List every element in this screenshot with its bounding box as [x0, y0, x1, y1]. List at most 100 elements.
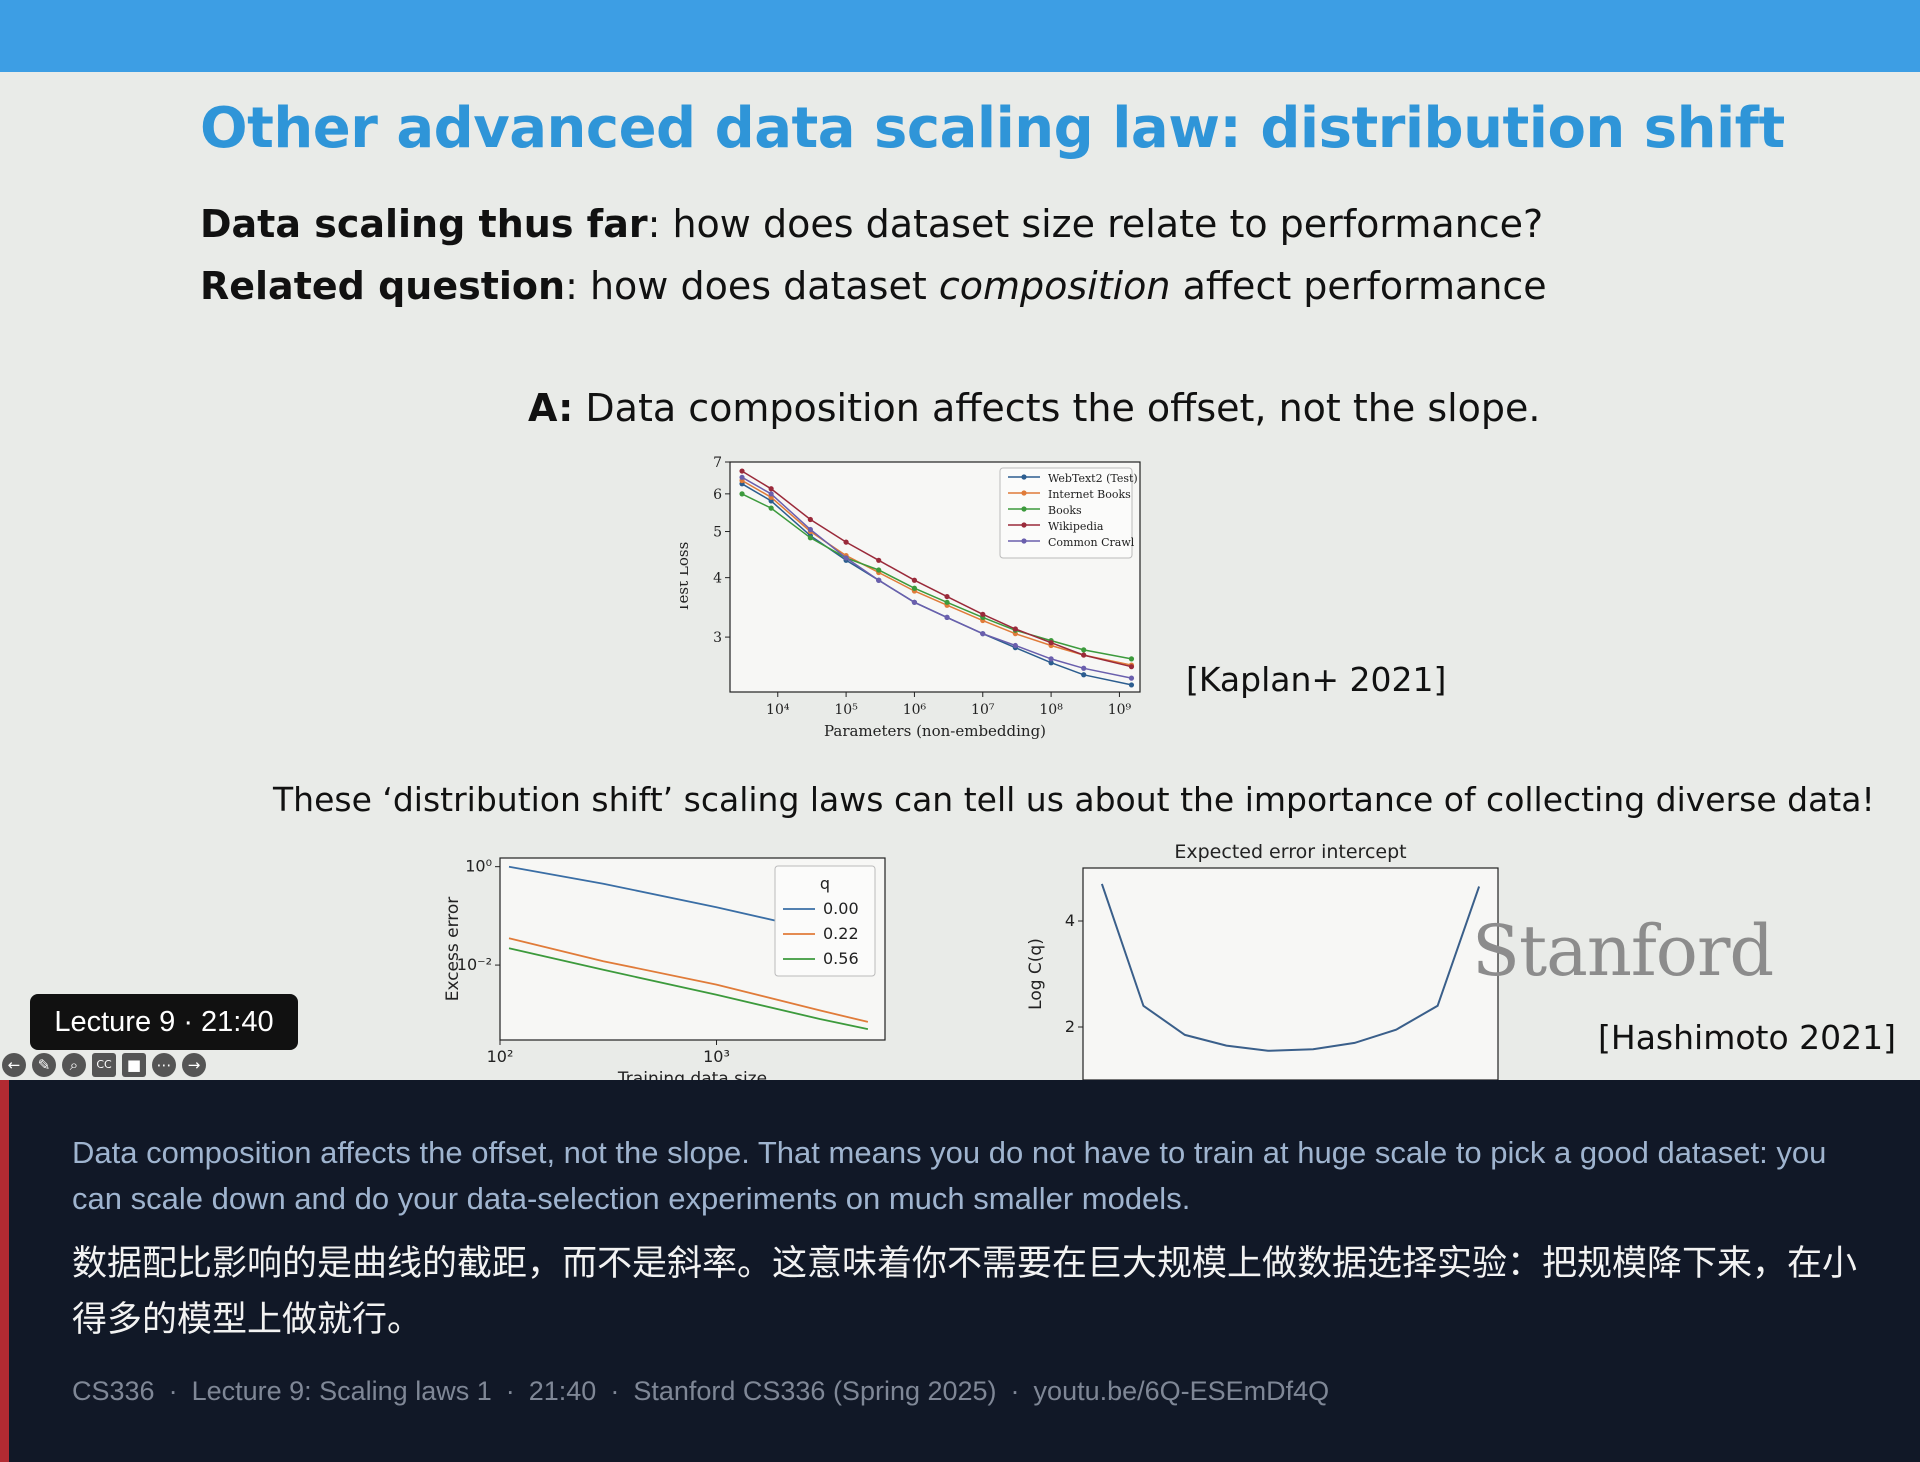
- data-point: [944, 614, 950, 620]
- data-point: [1128, 682, 1135, 688]
- back-icon[interactable]: ←: [2, 1053, 26, 1077]
- data-point: [1048, 660, 1054, 666]
- data-point: [1048, 656, 1054, 662]
- legend-marker: [1021, 490, 1027, 496]
- data-point: [807, 535, 813, 541]
- y-tick-label: 6: [713, 487, 722, 503]
- meta-course: CS336: [72, 1376, 155, 1406]
- slide: Other advanced data scaling law: distrib…: [0, 72, 1920, 1082]
- meta-link[interactable]: youtu.be/6Q-ESEmDf4Q: [1033, 1376, 1330, 1406]
- y-tick-label: 7: [713, 455, 722, 471]
- related-question-text: : how does dataset: [565, 264, 939, 308]
- kaplan-chart-svg: 10⁴ 10⁵ 10⁶ 10⁷ 10⁸ 10⁹ 3 4 5 6 7 Parameters (non-e…: [680, 455, 1141, 740]
- data-point: [768, 491, 774, 497]
- data-point: [1081, 672, 1087, 678]
- answer-line: A: Data composition affects the offset, …: [528, 386, 1541, 430]
- legend-entry: Wikipedia: [1048, 520, 1104, 533]
- hashimoto-citation: [Hashimoto 2021]: [1598, 1018, 1896, 1057]
- x-tick-label: 10⁸: [1039, 702, 1063, 718]
- meta-source: Stanford CS336 (Spring 2025): [633, 1376, 997, 1406]
- cc-icon[interactable]: CC: [92, 1053, 116, 1077]
- data-point: [739, 468, 745, 474]
- diverse-data-text: These ‘distribution shift’ scaling laws …: [273, 780, 1875, 819]
- legend-entry: 0.56: [823, 949, 859, 968]
- pen-icon[interactable]: ✎: [32, 1053, 56, 1077]
- x-tick-label: 10⁹: [1108, 702, 1132, 718]
- data-point: [739, 491, 745, 497]
- related-question-label: Related question: [200, 264, 566, 308]
- legend-marker: [1021, 506, 1027, 512]
- data-point: [1081, 652, 1087, 658]
- data-point: [768, 486, 774, 492]
- series-line: [741, 479, 1132, 666]
- caption-panel: Data composition affects the offset, not…: [0, 1080, 1920, 1462]
- data-point: [980, 631, 986, 637]
- x-tick-label: 10⁴: [766, 702, 790, 718]
- camera-icon[interactable]: ■: [122, 1053, 146, 1077]
- series-line: [741, 470, 1132, 668]
- related-question-italic: composition: [938, 264, 1171, 308]
- caption-accent-bar: [0, 1080, 9, 1462]
- chart-title: Expected error intercept: [1174, 841, 1406, 863]
- data-point: [944, 599, 950, 605]
- y-tick-label: 5: [713, 525, 722, 541]
- data-point: [1081, 647, 1087, 653]
- x-tick-label: 10⁶: [903, 702, 927, 718]
- forward-icon[interactable]: →: [182, 1053, 206, 1077]
- legend-entry: 0.00: [823, 899, 859, 918]
- legend-marker: [1021, 522, 1027, 528]
- data-point: [1012, 642, 1018, 649]
- data-point: [768, 505, 774, 511]
- data-point: [739, 474, 745, 480]
- data-point: [911, 599, 918, 605]
- meta-time: 21:40: [528, 1376, 597, 1406]
- data-point: [911, 577, 918, 583]
- data-point: [843, 555, 849, 561]
- data-point: [1128, 664, 1135, 670]
- data-point: [876, 567, 882, 573]
- data-point: [1048, 640, 1054, 646]
- legend-box: [774, 865, 876, 977]
- y-tick-label: 4: [1065, 911, 1075, 930]
- stanford-watermark: Stanford: [1472, 910, 1774, 992]
- series-line: [508, 937, 869, 1023]
- legend-entry: 0.22: [823, 924, 859, 943]
- scaling-so-far-text: : how does dataset size relate to perfor…: [647, 202, 1544, 246]
- legend-entry: Books: [1048, 504, 1082, 517]
- meta-lecture: Lecture 9: Scaling laws 1: [191, 1376, 492, 1406]
- top-bar: [0, 0, 1920, 72]
- data-point: [980, 611, 986, 617]
- caption-meta: CS336 · Lecture 9: Scaling laws 1 · 21:40 · St…: [72, 1376, 1330, 1406]
- error-intercept-chart: 0.00.20.40.60.81.024Data source proporti…: [1025, 832, 1525, 1082]
- scaling-so-far-label: Data scaling thus far: [200, 202, 648, 246]
- legend-entry: WebText2 (Test): [1048, 472, 1138, 485]
- x-axis-label: Training data size: [617, 1069, 767, 1082]
- kaplan-citation: [Kaplan+ 2021]: [1186, 660, 1447, 699]
- legend-marker: [1021, 474, 1027, 480]
- caption-chinese: 数据配比影响的是曲线的截距，而不是斜率。这意味着你不需要在巨大规模上做数据选择实…: [72, 1244, 1858, 1340]
- x-tick-label: 10³: [703, 1047, 730, 1066]
- caption-english: Data composition affects the offset, not…: [72, 1135, 1827, 1216]
- legend-entry: Internet Books: [1048, 488, 1131, 501]
- data-point: [1128, 675, 1135, 681]
- related-question-line: Related question: how does dataset compo…: [200, 264, 1547, 308]
- data-point: [911, 585, 918, 591]
- data-point: [807, 516, 813, 523]
- slide-title: Other advanced data scaling law: distrib…: [200, 96, 1785, 161]
- data-point: [1081, 665, 1087, 671]
- y-tick-label: 10⁰: [465, 857, 492, 876]
- answer-text: Data composition affects the offset, not…: [573, 386, 1541, 430]
- more-icon[interactable]: ⋯: [152, 1053, 176, 1077]
- x-tick-label: 10⁷: [971, 702, 995, 718]
- related-question-end: affect performance: [1170, 264, 1547, 308]
- kaplan-chart: 10⁴ 10⁵ 10⁶ 10⁷ 10⁸ 10⁹ 3 4 5 6 7 Parameters (non-e…: [680, 452, 1160, 752]
- zoom-icon[interactable]: ⌕: [62, 1053, 86, 1077]
- y-tick-label: 3: [713, 630, 722, 646]
- data-point: [1128, 656, 1135, 662]
- x-tick-label: 10²: [487, 1047, 514, 1066]
- y-axis-label: Test Loss: [680, 542, 692, 613]
- data-point: [876, 557, 882, 563]
- legend-title: q: [820, 874, 830, 893]
- x-tick-label: 10⁵: [834, 702, 858, 718]
- scaling-so-far-line: Data scaling thus far: how does dataset …: [200, 202, 1543, 246]
